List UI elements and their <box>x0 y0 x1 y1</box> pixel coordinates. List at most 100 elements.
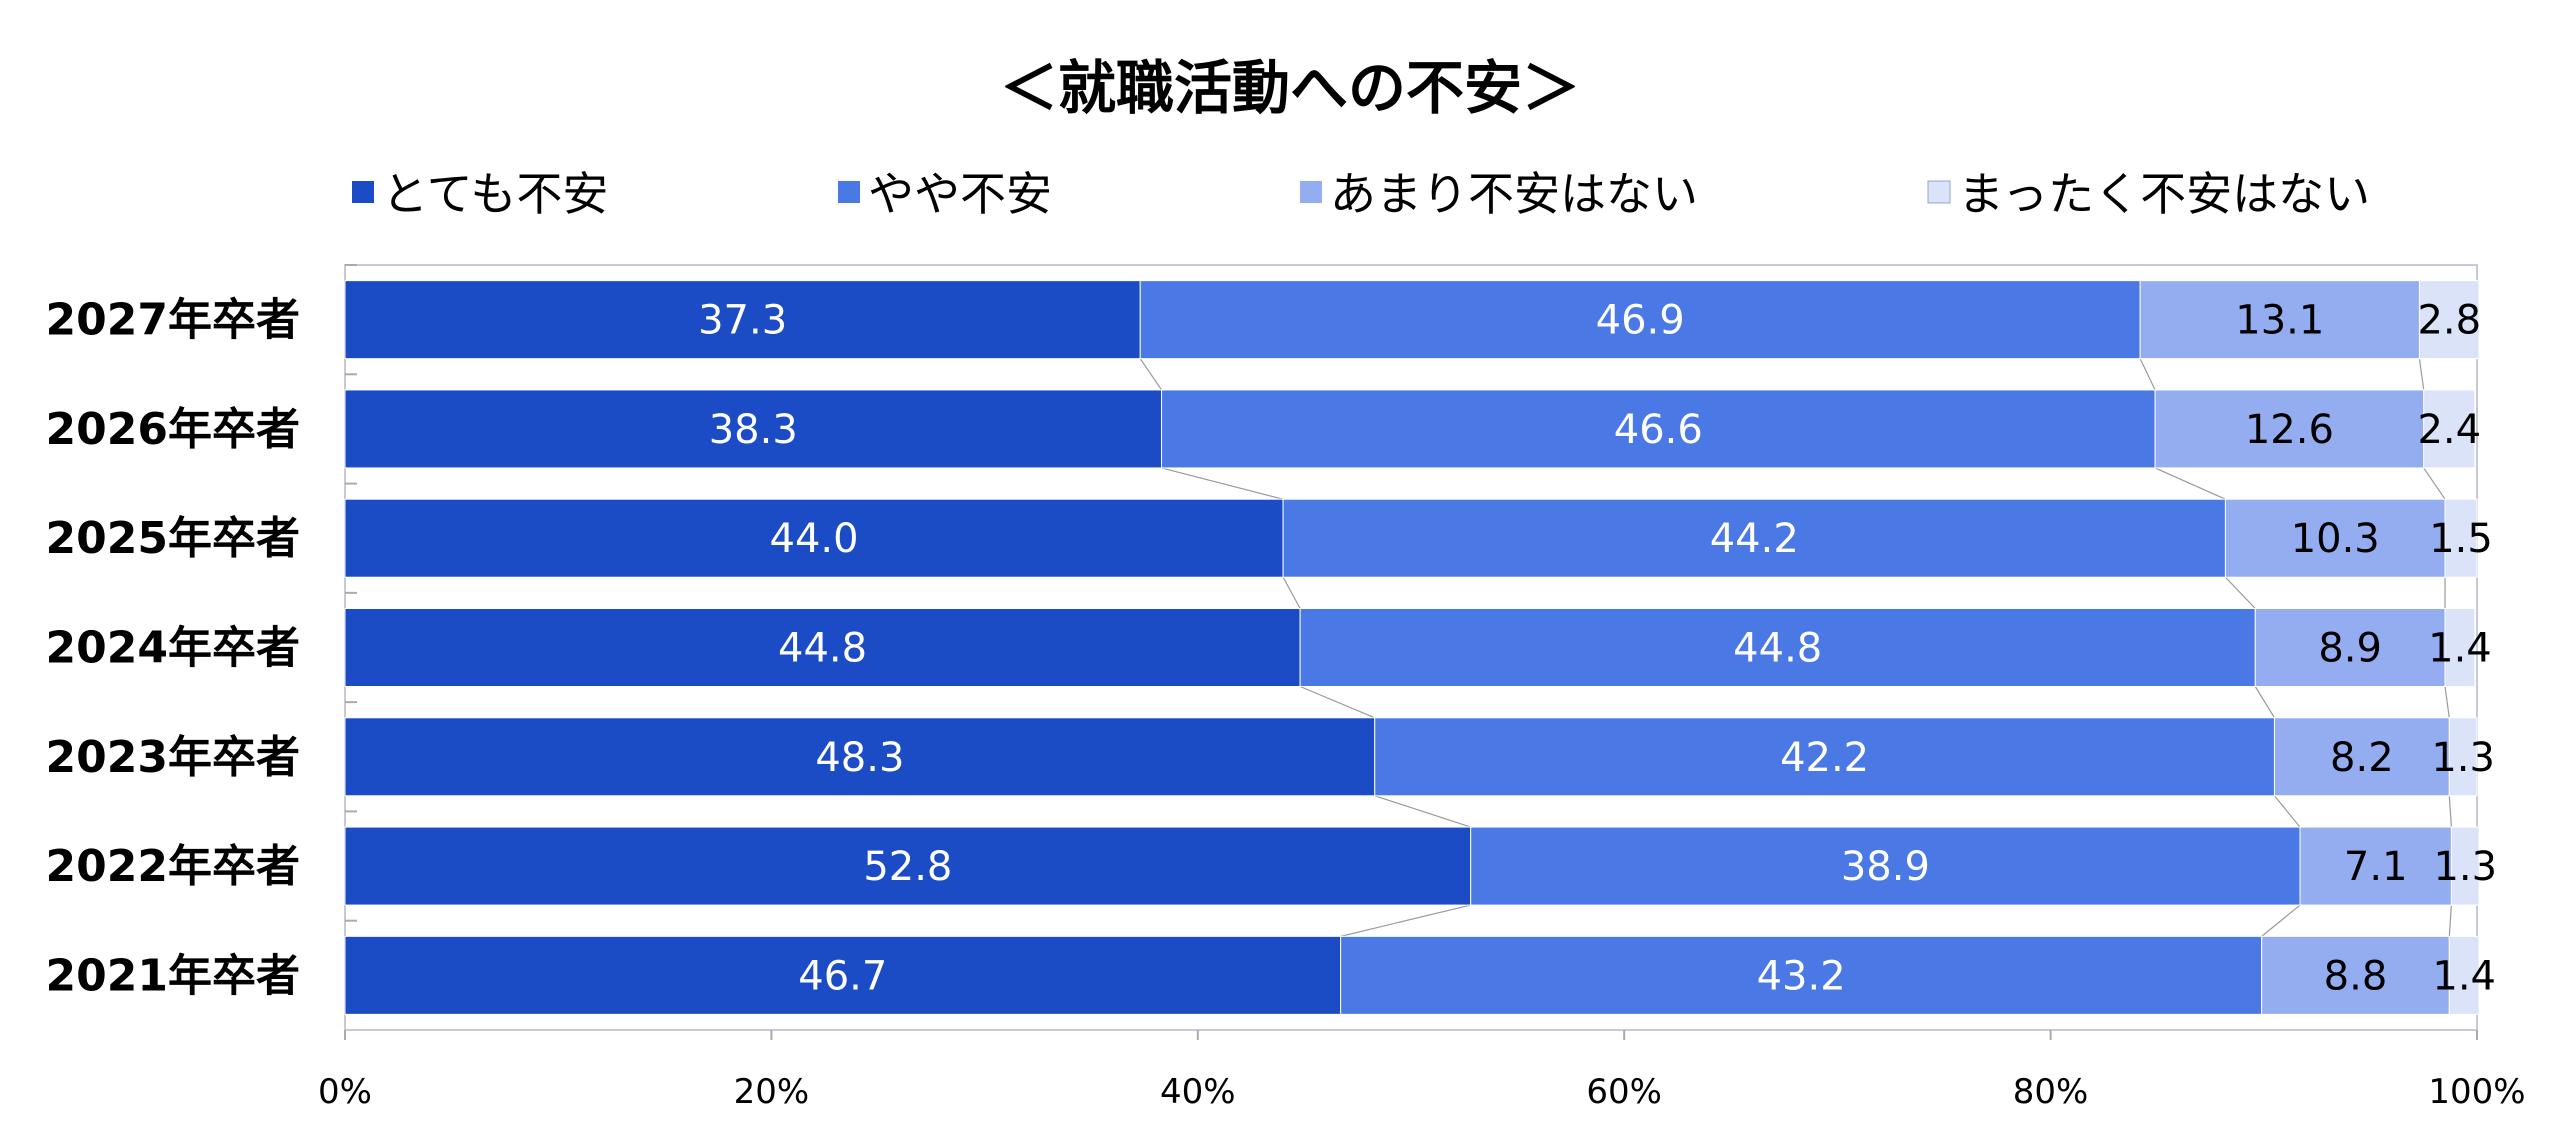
bar-segment <box>1282 498 2226 578</box>
legend-item: まったく不安はない <box>1927 167 2370 221</box>
series-line <box>2254 686 2275 719</box>
bar-segment <box>1340 935 2263 1015</box>
x-tick-label: 80% <box>2013 1072 2089 1112</box>
chart-title: ＜就職活動への不安＞ <box>1000 54 1580 122</box>
data-label: 8.8 <box>2324 953 2388 999</box>
legend-item: あまり不安はない <box>1300 167 1698 221</box>
legend-label: とても不安 <box>382 167 608 221</box>
bar-segment <box>2423 389 2476 469</box>
category-label: 2024年卒者 <box>46 623 300 674</box>
data-label: 44.8 <box>778 626 867 672</box>
data-label: 46.6 <box>1614 407 1703 453</box>
data-label: 1.3 <box>2433 844 2497 890</box>
x-tick-label: 20% <box>734 1072 810 1112</box>
bar-segment <box>2154 389 2425 469</box>
data-label: 37.3 <box>698 298 787 344</box>
series-line <box>1161 467 1284 500</box>
series-line <box>2423 467 2446 500</box>
legend-item: やや不安 <box>838 167 1052 221</box>
data-label: 44.0 <box>770 516 859 562</box>
bar-segment <box>344 717 1376 797</box>
bar-segment <box>2444 608 2476 687</box>
x-tick-label: 60% <box>1586 1072 1662 1112</box>
category-label: 2021年卒者 <box>46 950 300 1001</box>
bar-segment <box>2139 280 2420 360</box>
bar-segment <box>2224 498 2446 578</box>
data-label: 44.2 <box>1710 516 1799 562</box>
data-label: 7.1 <box>2344 844 2408 890</box>
series-line <box>2139 358 2156 391</box>
series-line <box>1374 795 1471 828</box>
data-label: 48.3 <box>815 735 904 781</box>
data-label: 38.3 <box>709 407 798 453</box>
bar-segment <box>2448 935 2480 1015</box>
value-labels: 37.3 46.9 13.1 2.8 38.3 46.6 12.6 2.4 44.0 44.2 10… <box>698 298 2497 1000</box>
data-label: 42.2 <box>1780 735 1869 781</box>
series-line <box>2444 686 2450 718</box>
series-line <box>2224 576 2256 609</box>
category-label: 2023年卒者 <box>46 732 300 783</box>
series-lines <box>1139 358 2453 937</box>
data-label: 8.9 <box>2318 626 2382 672</box>
series-line <box>1340 904 1471 937</box>
bar-segment <box>1299 608 2256 687</box>
series-line <box>1282 576 1301 609</box>
series-line <box>2154 467 2226 500</box>
data-label: 46.7 <box>798 953 887 999</box>
bar-segment <box>1161 389 2156 469</box>
legend-item: とても不安 <box>352 167 608 221</box>
data-label: 52.8 <box>863 844 952 890</box>
bar-segment <box>2418 280 2480 360</box>
category-label: 2025年卒者 <box>46 513 300 564</box>
bar-segment <box>344 498 1284 578</box>
data-label: 38.9 <box>1841 844 1930 890</box>
data-label: 44.8 <box>1733 626 1822 672</box>
bar-segment <box>2448 717 2478 797</box>
series-line <box>2273 795 2301 828</box>
data-label: 1.4 <box>2432 953 2496 999</box>
data-label: 13.1 <box>2235 298 2324 344</box>
bar-segment <box>2450 826 2480 906</box>
series-line <box>2261 904 2301 937</box>
legend-label: あまり不安はない <box>1330 167 1698 221</box>
legend: とても不安 やや不安 あまり不安はない まったく不安はない <box>352 167 2370 221</box>
legend-swatch <box>1927 180 1951 204</box>
bar-segment <box>344 608 1301 687</box>
data-label: 43.2 <box>1757 953 1846 999</box>
data-label: 12.6 <box>2245 407 2334 453</box>
bar-segment <box>2299 826 2452 906</box>
x-tick-label: 0% <box>318 1072 372 1112</box>
legend-swatch <box>1300 181 1322 203</box>
data-label: 2.4 <box>2417 407 2481 453</box>
series-line <box>2448 795 2453 828</box>
series-line <box>2418 358 2425 391</box>
data-label: 1.5 <box>2429 516 2493 562</box>
bar-segment <box>2444 498 2478 578</box>
bar-segment <box>344 280 1141 360</box>
data-label: 1.3 <box>2431 735 2495 781</box>
x-tick-label: 40% <box>1160 1072 1236 1112</box>
data-label: 10.3 <box>2291 516 2380 562</box>
x-tick-label: 100% <box>2428 1072 2525 1112</box>
data-label: 2.8 <box>2417 298 2481 344</box>
bar-segment <box>344 389 1163 469</box>
data-label: 1.4 <box>2428 626 2492 672</box>
data-label: 46.9 <box>1596 298 1685 344</box>
series-line <box>2448 905 2453 937</box>
y-axis: 2027年卒者 2026年卒者 2025年卒者 2024年卒者 2023年卒者 2022年… <box>46 264 357 1001</box>
series-line <box>1139 358 1163 391</box>
bar-segment <box>2273 717 2450 797</box>
data-label: 8.2 <box>2330 735 2394 781</box>
category-label: 2027年卒者 <box>46 295 300 346</box>
legend-swatch <box>352 181 374 203</box>
bars <box>344 280 2480 1015</box>
legend-label: やや不安 <box>868 167 1052 221</box>
bar-segment <box>1470 826 2301 906</box>
series-line <box>1299 685 1375 719</box>
legend-label: まったく不安はない <box>1958 167 2370 221</box>
legend-swatch <box>838 181 860 203</box>
bar-segment <box>2254 608 2446 687</box>
category-label: 2026年卒者 <box>46 404 300 455</box>
category-label: 2022年卒者 <box>46 841 300 892</box>
